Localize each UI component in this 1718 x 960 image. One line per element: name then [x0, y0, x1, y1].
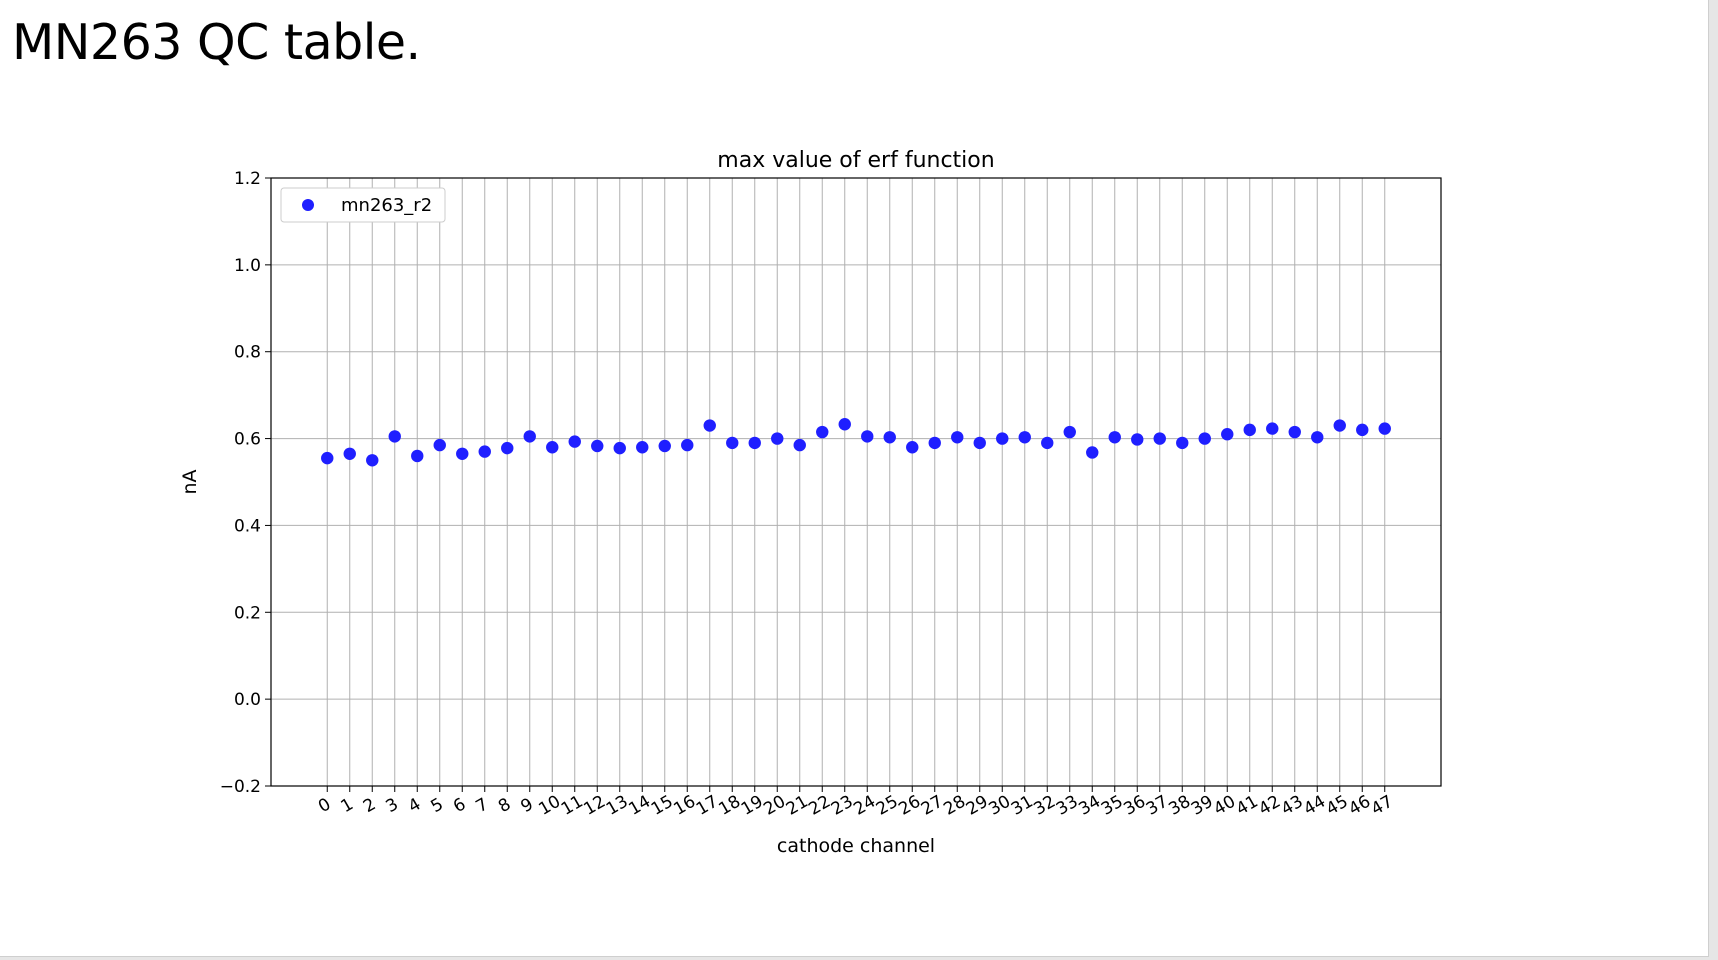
data-point [343, 447, 356, 460]
data-point [613, 441, 626, 455]
data-point [703, 419, 716, 432]
data-point [1243, 423, 1256, 437]
data-point [726, 436, 739, 450]
axes-frame [270, 177, 1442, 787]
y-tick-label: 0.8 [234, 343, 261, 363]
data-point [838, 418, 851, 431]
data-point [1131, 433, 1144, 446]
x-tick-label: 9 [518, 794, 537, 817]
x-tick-label: 8 [495, 794, 514, 817]
data-point [1018, 431, 1031, 444]
data-point [1266, 422, 1279, 435]
legend-box [280, 187, 446, 223]
y-axis-label: nA [179, 469, 201, 494]
data-point [1333, 419, 1346, 432]
data-point [658, 439, 671, 453]
data-point [996, 432, 1009, 445]
data-point [928, 436, 941, 450]
data-point [951, 431, 964, 444]
data-point [568, 435, 581, 448]
y-tick-label: 0.2 [234, 603, 261, 623]
x-tick-label: 4 [405, 794, 424, 817]
data-point [681, 438, 694, 452]
y-tick-label: −0.2 [220, 777, 261, 797]
y-tick-label: 1.2 [234, 169, 261, 189]
data-point [1198, 432, 1211, 445]
x-axis-label: cathode channel [777, 835, 935, 857]
x-tick-label: 0 [315, 794, 334, 817]
data-point [883, 431, 896, 444]
legend-label: mn263_r2 [341, 195, 432, 216]
data-point [1041, 436, 1054, 450]
x-tick-label: 2 [360, 794, 379, 817]
y-tick-label: 1.0 [234, 256, 261, 276]
data-point [478, 445, 491, 458]
data-point [1288, 425, 1301, 439]
legend-marker [302, 199, 314, 211]
data-point [456, 447, 469, 460]
data-point [501, 441, 514, 455]
data-point [546, 441, 559, 454]
data-point [433, 438, 446, 452]
data-point [523, 430, 536, 443]
data-point [1356, 423, 1369, 437]
y-tick-label: 0.4 [234, 516, 261, 536]
chart-title: max value of erf function [717, 148, 994, 173]
data-point [1176, 436, 1189, 450]
data-point [816, 425, 829, 439]
data-point [1153, 432, 1166, 445]
legend: mn263_r2 [280, 187, 446, 223]
data-points [321, 418, 1391, 467]
x-tick-label: 5 [428, 794, 447, 817]
data-point [748, 436, 761, 450]
data-point [636, 441, 649, 454]
data-point [906, 441, 919, 454]
data-point [1063, 425, 1076, 439]
slide-title: MN263 QC table. [12, 14, 421, 71]
data-point [771, 432, 784, 445]
x-tick-label: 47 [1368, 792, 1397, 820]
data-point [793, 438, 806, 452]
data-point [861, 430, 874, 443]
data-point [1378, 422, 1391, 435]
data-point [321, 451, 334, 465]
data-point [411, 449, 424, 463]
grid-lines [271, 177, 1441, 787]
data-point [1221, 428, 1234, 441]
x-tick-label: 1 [338, 794, 357, 817]
axis-ticks: −0.20.00.20.40.60.81.01.20 1 2 3 4 5 6 7 8 910111… [220, 169, 1397, 820]
data-point [973, 436, 986, 450]
x-tick-label: 3 [383, 794, 402, 817]
data-point [388, 430, 401, 443]
y-tick-label: 0.0 [234, 690, 261, 710]
data-point [591, 439, 604, 453]
data-point [1086, 446, 1099, 459]
x-tick-label: 6 [450, 794, 469, 817]
y-tick-label: 0.6 [234, 430, 261, 450]
data-point [1108, 431, 1121, 444]
x-tick-label: 7 [473, 794, 492, 817]
data-point [366, 454, 379, 467]
data-point [1311, 431, 1324, 444]
